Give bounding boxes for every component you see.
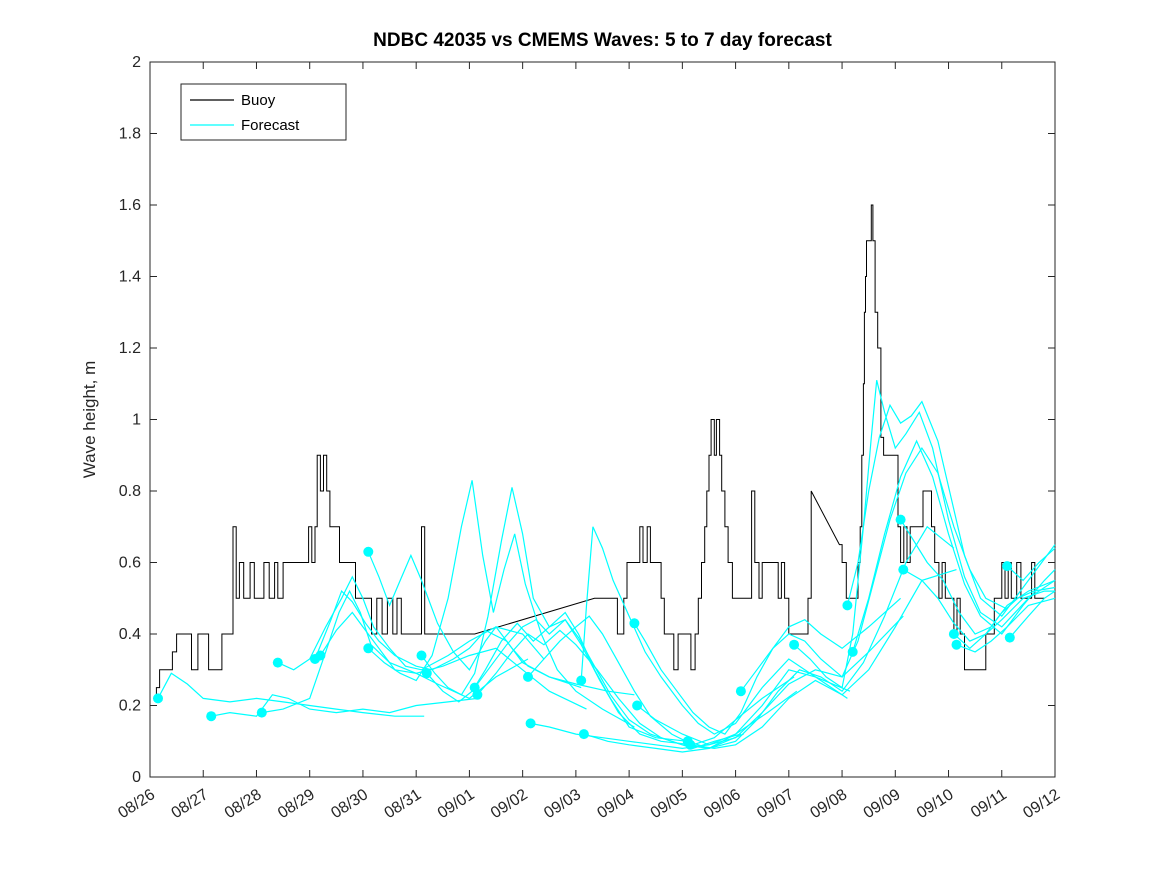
forecast-start-marker — [948, 629, 959, 639]
forecast-series-line — [902, 569, 1055, 642]
forecast-start-marker — [842, 600, 853, 611]
legend: Buoy Forecast — [180, 83, 347, 141]
forecast-start-marker — [1002, 561, 1013, 572]
forecast-start-marker — [895, 514, 906, 525]
legend-entry-label: Forecast — [241, 117, 300, 134]
forecast-start-marker — [735, 686, 746, 697]
forecast-series-line — [953, 586, 1056, 650]
forecast-series-line — [367, 480, 635, 728]
forecast-start-marker — [421, 668, 432, 679]
forecast-series-line — [740, 446, 1008, 692]
forecast-series-line — [687, 525, 955, 750]
forecast-start-marker — [315, 650, 326, 661]
forecast-series-line — [846, 400, 1056, 617]
forecast-start-marker — [898, 564, 909, 575]
chart-title: NDBC 42035 vs CMEMS Waves: 5 to 7 day fo… — [373, 30, 832, 51]
y-tick-label: 0 — [132, 769, 141, 786]
forecast-series-line — [1009, 590, 1056, 638]
forecast-start-marker — [272, 657, 283, 668]
forecast-series-line — [852, 439, 1056, 653]
forecast-start-marker — [523, 671, 533, 682]
forecast-start-marker — [578, 729, 589, 740]
forecast-start-marker — [632, 700, 643, 711]
forecast-start-marker — [847, 646, 858, 657]
forecast-start-marker — [951, 639, 962, 650]
forecast-series-line — [367, 551, 635, 696]
forecast-start-marker — [789, 639, 800, 650]
forecast-start-marker — [1004, 632, 1015, 643]
y-tick-label: 2 — [132, 54, 141, 71]
forecast-series-line — [157, 672, 425, 717]
y-tick-label: 0.6 — [119, 555, 141, 572]
y-tick-label: 1.6 — [119, 197, 141, 214]
forecast-start-marker — [153, 693, 163, 704]
forecast-series-line — [319, 611, 587, 710]
forecast-series-line — [426, 618, 694, 746]
forecast-series-line — [261, 589, 529, 714]
legend-entry-label: Buoy — [241, 92, 276, 109]
forecast-start-marker — [472, 689, 483, 700]
forecast-series-line — [633, 597, 902, 735]
forecast-start-marker — [629, 618, 640, 629]
forecast-series-line — [793, 380, 1056, 689]
forecast-start-marker — [363, 643, 374, 654]
forecast-series-line — [211, 694, 478, 717]
buoy-series-line — [153, 204, 1045, 699]
y-tick-label: 0.2 — [119, 698, 141, 715]
forecast-start-marker — [525, 718, 536, 729]
forecast-series-line — [1006, 547, 1056, 582]
forecast-start-marker — [206, 711, 217, 722]
y-tick-label: 1.2 — [119, 340, 141, 357]
legend-box — [180, 83, 347, 141]
y-tick-label: 1.4 — [119, 269, 141, 286]
axes-box — [149, 61, 1056, 778]
forecast-series-line — [527, 615, 795, 746]
forecast-series-line — [476, 629, 744, 750]
y-tick-label: 0.4 — [119, 626, 141, 643]
y-axis-label: Wave height, m — [80, 361, 99, 478]
y-tick-label: 1 — [132, 412, 141, 429]
y-tick-label: 0.8 — [119, 483, 141, 500]
y-tick-label: 1.8 — [119, 126, 141, 143]
forecast-start-marker — [256, 707, 267, 718]
forecast-series-line — [956, 597, 1056, 653]
forecast-series-line — [690, 569, 957, 750]
forecast-start-marker — [685, 739, 696, 750]
plot-area — [150, 62, 1055, 777]
forecast-start-marker — [576, 675, 587, 686]
forecast-start-marker — [416, 650, 427, 661]
forecast-start-marker — [363, 546, 374, 557]
forecast-series-line — [580, 526, 848, 735]
